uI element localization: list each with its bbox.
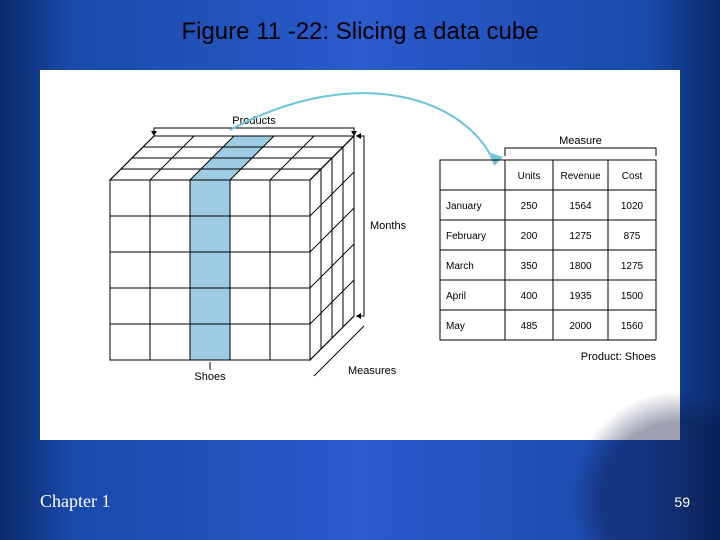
table-cell: 200 <box>521 231 538 242</box>
table-footer: Product: Shoes <box>581 351 657 363</box>
table-cell: 1500 <box>621 291 644 302</box>
table-cell: 485 <box>521 321 538 332</box>
table-cell: 2000 <box>569 321 592 332</box>
table-cell: 1935 <box>569 291 592 302</box>
slice-table: Measure Units Revenue Cost January 250 1564 102… <box>440 135 656 363</box>
diagram-svg: ProductsMonthsMeasuresShoes MeasureUnits… <box>40 70 680 440</box>
chapter-label: Chapter 1 <box>40 491 110 512</box>
table-header: Revenue <box>560 171 600 182</box>
table-header: Cost <box>622 171 643 182</box>
table-cell: 350 <box>521 261 538 272</box>
table-cell: 1275 <box>569 231 592 242</box>
table-cell: 1800 <box>569 261 592 272</box>
slice-arrow <box>230 93 503 165</box>
months-label: Months <box>370 220 407 232</box>
data-cube: ProductsMonthsMeasuresShoes <box>110 115 407 383</box>
table-row-label: January <box>446 201 482 212</box>
table-cell: 1564 <box>569 201 592 212</box>
table-cell: 1275 <box>621 261 644 272</box>
table-row-label: March <box>446 261 474 272</box>
table-cell: 250 <box>521 201 538 212</box>
table-row-label: April <box>446 291 466 302</box>
table-row-label: May <box>446 321 465 332</box>
table-cell: 1020 <box>621 201 644 212</box>
table-cell: 1560 <box>621 321 644 332</box>
table-cell: 400 <box>521 291 538 302</box>
table-row-label: February <box>446 231 486 242</box>
table-cell: 875 <box>624 231 641 242</box>
slide: Figure 11 -22: Slicing a data cube Produ… <box>0 0 720 540</box>
figure-panel: ProductsMonthsMeasuresShoes MeasureUnits… <box>40 70 680 440</box>
measure-header-label: Measure <box>559 135 602 147</box>
measures-label: Measures <box>348 365 397 377</box>
page-number: 59 <box>674 494 690 510</box>
shoes-label: Shoes <box>194 371 226 383</box>
table-header: Units <box>518 171 541 182</box>
slide-title: Figure 11 -22: Slicing a data cube <box>0 18 720 46</box>
